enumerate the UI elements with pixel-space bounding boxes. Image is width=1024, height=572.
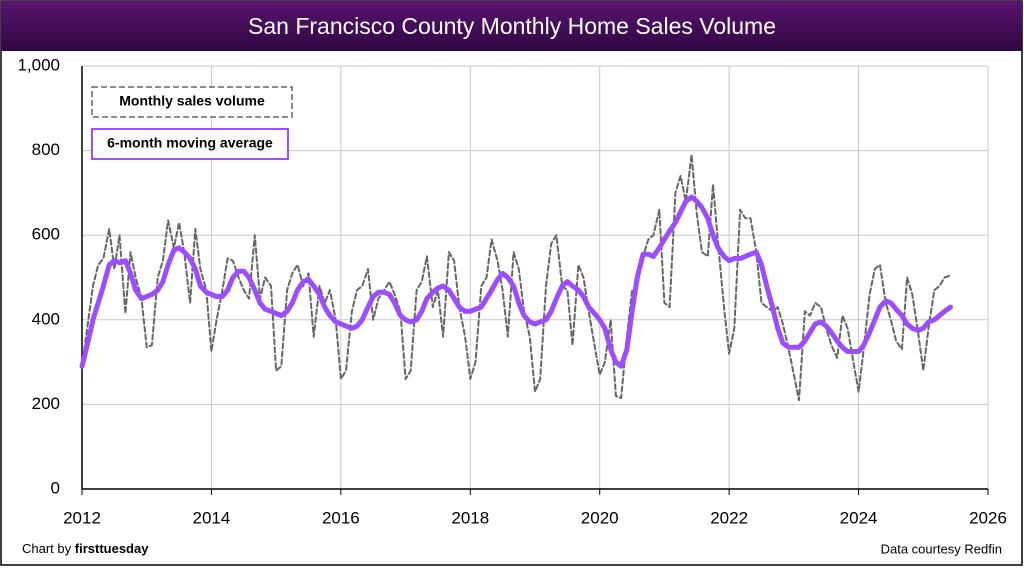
chart-title: San Francisco County Monthly Home Sales … <box>248 13 776 39</box>
x-tick-label: 2024 <box>840 508 878 527</box>
y-tick-label: 0 <box>51 478 60 497</box>
y-tick-label: 800 <box>32 140 60 159</box>
legend-box <box>91 128 289 160</box>
x-tick-label: 2016 <box>322 508 360 527</box>
source: Data courtesy Redfin <box>881 541 1002 556</box>
x-tick-label: 2018 <box>451 508 489 527</box>
legend-label: 6-month moving average <box>107 135 273 151</box>
y-tick-label: 600 <box>32 225 60 244</box>
y-tick-label: 1,000 <box>17 55 60 74</box>
legend-label: Monthly sales volume <box>119 93 265 109</box>
x-tick-label: 2020 <box>581 508 619 527</box>
x-tick-label: 2014 <box>193 508 231 527</box>
x-tick-label: 2022 <box>710 508 748 527</box>
y-tick-label: 400 <box>32 309 60 328</box>
x-tick-label: 2026 <box>969 508 1007 527</box>
x-tick-label: 2012 <box>63 508 101 527</box>
credit: Chart by firsttuesday <box>22 541 149 556</box>
series-line <box>79 194 953 369</box>
series-line <box>81 153 952 402</box>
credit-name: firsttuesday <box>75 541 149 556</box>
y-tick-label: 200 <box>32 394 60 413</box>
credit-prefix: Chart by <box>22 541 72 556</box>
legend-box <box>91 86 293 118</box>
title-band <box>1 1 1022 51</box>
